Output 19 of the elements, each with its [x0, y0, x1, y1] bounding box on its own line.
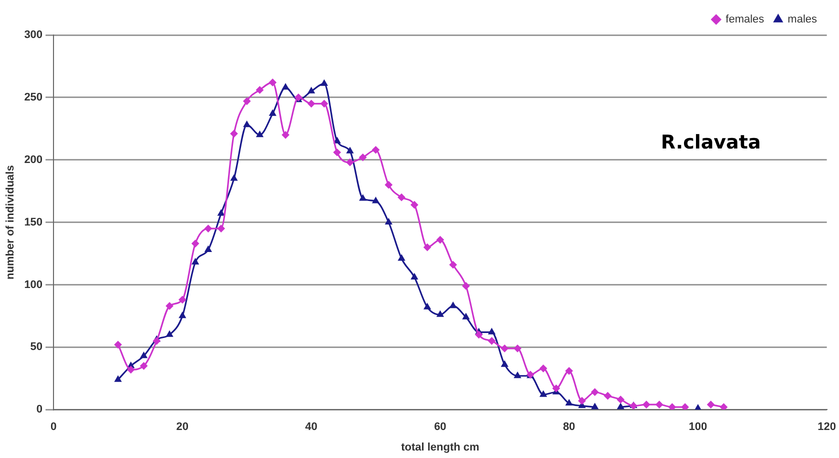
x-tick-label: 80 [562, 421, 576, 434]
x-tick-label: 100 [688, 421, 708, 434]
y-tick-label: 250 [24, 91, 43, 104]
x-tick-label: 60 [434, 421, 446, 434]
y-tick-label: 50 [30, 341, 43, 354]
y-tick-label: 300 [24, 29, 43, 42]
y-tick-label: 0 [36, 404, 43, 416]
y-tick-label: 200 [24, 154, 43, 166]
x-tick-label: 40 [305, 421, 318, 434]
x-axis-title: total length cm [401, 441, 480, 454]
x-tick-label: 0 [50, 421, 57, 434]
legend-label: males [788, 14, 818, 26]
y-tick-label: 100 [24, 278, 43, 291]
y-axis-title: number of individuals [4, 165, 17, 280]
x-tick-label: 20 [176, 421, 189, 434]
x-tick-label: 120 [818, 421, 836, 434]
legend-label: females [726, 14, 765, 26]
y-tick-label: 150 [24, 216, 43, 228]
annotation: R.clavata [660, 132, 761, 154]
